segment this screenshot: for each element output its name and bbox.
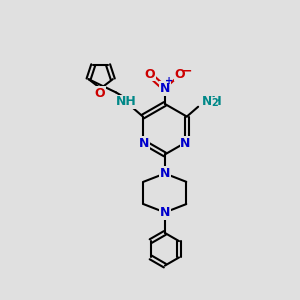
Text: +: + — [165, 76, 173, 86]
Text: N: N — [160, 82, 170, 95]
Text: O: O — [95, 87, 105, 100]
Text: N: N — [139, 137, 150, 150]
Text: N: N — [160, 167, 170, 180]
Text: NH: NH — [202, 95, 223, 108]
Text: 2: 2 — [211, 98, 218, 108]
Text: O: O — [145, 68, 155, 81]
Text: NH: NH — [116, 95, 136, 109]
Text: −: − — [182, 64, 192, 77]
Text: O: O — [174, 68, 185, 81]
Text: N: N — [160, 206, 170, 219]
Text: N: N — [180, 137, 190, 150]
